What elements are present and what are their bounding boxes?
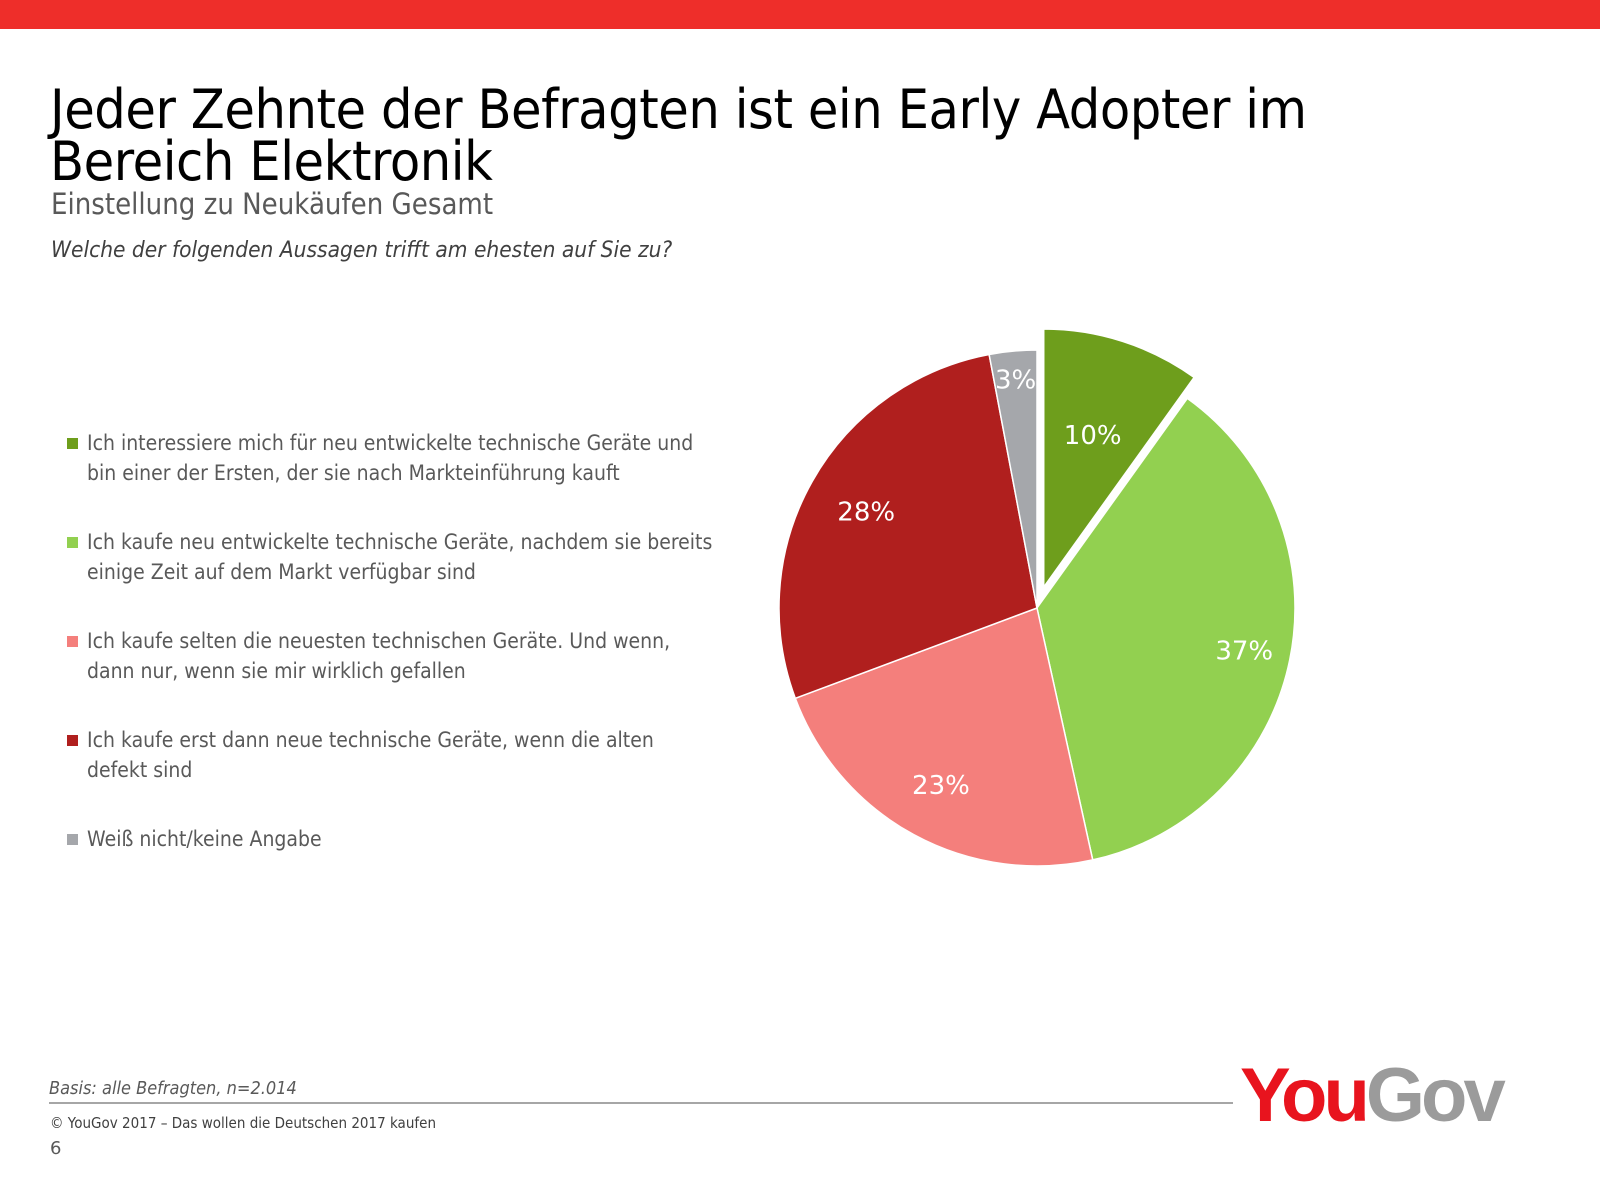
yougov-logo: YouGov — [1240, 1058, 1506, 1134]
pie-slice-defect — [778, 353, 1038, 700]
chart-legend: Ich interessiere mich für neu entwickelt… — [67, 428, 747, 923]
legend-item-defect: Ich kaufe erst dann neue technische Gerä… — [67, 725, 747, 824]
pie-label-defect: 28% — [837, 498, 895, 528]
legend-item-rarely: Ich kaufe selten die neuesten technische… — [67, 626, 747, 725]
pie-slice-dontknow — [988, 349, 1038, 609]
legend-label-after: Ich kaufe neu entwickelte technische Ger… — [87, 530, 713, 584]
footer-copyright: © YouGov 2017 – Das wollen die Deutschen… — [50, 1114, 437, 1132]
legend-swatch-defect — [67, 735, 78, 746]
footer-basis: Basis: alle Befragten, n=2.014 — [49, 1078, 297, 1099]
pie-label-after: 37% — [1215, 636, 1273, 666]
logo-gov: Gov — [1365, 1053, 1506, 1138]
pie-label-dontknow: 3% — [995, 365, 1036, 395]
pie-slice-early — [1042, 328, 1196, 590]
legend-swatch-dontknow — [67, 834, 78, 845]
legend-swatch-after — [67, 537, 78, 548]
legend-label-dontknow: Weiß nicht/keine Angabe — [87, 827, 322, 851]
chart-subtitle: Einstellung zu Neukäufen Gesamt — [51, 187, 494, 221]
legend-swatch-early — [67, 438, 78, 449]
legend-label-early: Ich interessiere mich für neu entwickelt… — [87, 431, 694, 485]
top-accent-bar — [0, 0, 1600, 29]
legend-item-after: Ich kaufe neu entwickelte technische Ger… — [67, 527, 747, 626]
footer-divider — [49, 1102, 1233, 1104]
survey-question: Welche der folgenden Aussagen trifft am … — [51, 238, 673, 263]
pie-label-rarely: 23% — [912, 771, 970, 801]
legend-swatch-rarely — [67, 636, 78, 647]
legend-label-defect: Ich kaufe erst dann neue technische Gerä… — [87, 728, 654, 782]
pie-slice-rarely — [794, 606, 1094, 867]
legend-item-dontknow: Weiß nicht/keine Angabe — [67, 824, 747, 923]
legend-item-early: Ich interessiere mich für neu entwickelt… — [67, 428, 747, 527]
legend-label-rarely: Ich kaufe selten die neuesten technische… — [87, 629, 671, 683]
page-title: Jeder Zehnte der Befragten ist ein Early… — [50, 78, 1307, 194]
page-number: 6 — [50, 1138, 62, 1159]
pie-label-early: 10% — [1064, 421, 1122, 451]
pie-slice-after — [1036, 397, 1296, 861]
logo-you: You — [1240, 1053, 1370, 1138]
